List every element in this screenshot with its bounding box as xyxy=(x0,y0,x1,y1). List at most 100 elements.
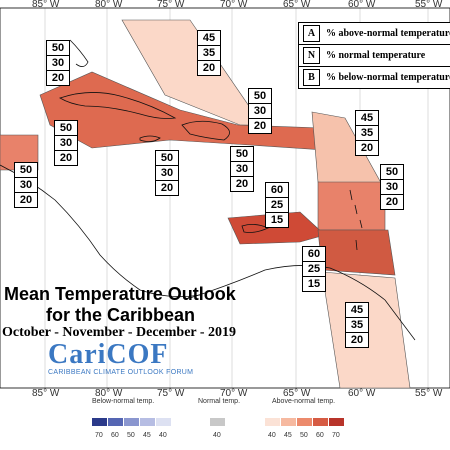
legend-swatch-below xyxy=(124,418,139,426)
zone-belize xyxy=(0,134,39,171)
lon-label-bottom: 65° W xyxy=(283,388,311,399)
normal-value: 30 xyxy=(47,56,69,71)
legend-normal-label: Normal temp. xyxy=(198,398,241,405)
key-letter: N xyxy=(303,47,320,64)
legend-swatch-below xyxy=(92,418,107,426)
lon-label-bottom: 80° W xyxy=(95,388,123,399)
forecast-box-jamaica: 50 30 20 xyxy=(155,150,179,196)
legend-swatch-normal xyxy=(210,418,225,426)
below-value: 20 xyxy=(350,334,364,346)
above-value: 50 xyxy=(47,41,69,56)
above-value: 50 xyxy=(55,121,77,136)
lon-label-top: 60° W xyxy=(348,0,376,10)
key-text: % below-normal temperature xyxy=(326,72,450,83)
probability-key: A % above-normal temperature N % normal … xyxy=(298,22,450,89)
forecast-box-bahamas: 45 35 20 xyxy=(197,30,221,76)
normal-value: 35 xyxy=(346,318,368,333)
lon-label-top: 75° W xyxy=(157,0,185,10)
forecast-box-eastern-caribbean: 50 30 20 xyxy=(380,164,404,210)
hispaniola-coast xyxy=(181,120,230,141)
key-text: % normal temperature xyxy=(326,50,426,61)
below-value: 20 xyxy=(360,142,374,154)
legend-swatch-below xyxy=(156,418,171,426)
forecast-box-trinidad: 60 25 15 xyxy=(302,246,326,292)
above-value: 50 xyxy=(231,147,253,162)
below-value: 20 xyxy=(202,62,216,74)
normal-value: 30 xyxy=(55,136,77,151)
normal-value: 35 xyxy=(356,126,378,141)
legend-tick-above: 60 xyxy=(316,432,324,439)
legend-below-label: Below-normal temp. xyxy=(92,398,155,405)
above-value: 45 xyxy=(356,111,378,126)
forecast-box-northern-leeward: 45 35 20 xyxy=(355,110,379,156)
legend-tick-above: 40 xyxy=(268,432,276,439)
normal-value: 35 xyxy=(198,46,220,61)
forecast-box-cayman: 50 30 20 xyxy=(54,120,78,166)
forecast-box-cuba: 50 30 20 xyxy=(46,40,70,86)
legend-tick-normal: 40 xyxy=(213,432,221,439)
legend-tick-above: 45 xyxy=(284,432,292,439)
key-letter: A xyxy=(303,25,320,42)
legend-tick-above: 70 xyxy=(332,432,340,439)
below-value: 20 xyxy=(51,72,65,84)
lon-label-top: 80° W xyxy=(95,0,123,10)
cuba-coast xyxy=(59,92,177,119)
normal-value: 30 xyxy=(15,178,37,193)
normal-value: 30 xyxy=(231,162,253,177)
below-value: 20 xyxy=(19,194,33,206)
lon-label-top: 65° W xyxy=(283,0,311,10)
caricof-logo: CariCOF xyxy=(48,339,169,370)
above-value: 50 xyxy=(15,163,37,178)
legend-swatch-below xyxy=(108,418,123,426)
map-subtitle: for the Caribbean xyxy=(46,305,196,325)
lon-label-bottom: 85° W xyxy=(32,388,60,399)
above-value: 60 xyxy=(303,247,325,262)
legend-tick-below: 50 xyxy=(127,432,135,439)
forecast-box-turks-caicos: 50 30 20 xyxy=(248,88,272,134)
below-value: 20 xyxy=(253,120,267,132)
below-value: 20 xyxy=(160,182,174,194)
caricof-tagline: CARIBBEAN CLIMATE OUTLOOK FORUM xyxy=(48,369,194,376)
below-value: 15 xyxy=(270,214,284,226)
lon-label-bottom: 75° W xyxy=(157,388,185,399)
legend-tick-below: 40 xyxy=(159,432,167,439)
legend-tick-below: 70 xyxy=(95,432,103,439)
normal-value: 25 xyxy=(303,262,325,277)
below-value: 15 xyxy=(307,278,321,290)
above-value: 50 xyxy=(156,151,178,166)
forecast-box-guianas: 45 35 20 xyxy=(345,302,369,348)
forecast-box-hispaniola: 50 30 20 xyxy=(230,146,254,192)
key-text: % above-normal temperature xyxy=(326,28,450,39)
normal-value: 30 xyxy=(381,180,403,195)
lon-label-top: 55° W xyxy=(415,0,443,10)
florida-coast xyxy=(69,39,89,67)
key-row-normal: N % normal temperature xyxy=(299,45,450,67)
map-frame xyxy=(0,7,450,389)
legend-tick-below: 45 xyxy=(143,432,151,439)
map-title: Mean Temperature Outlook xyxy=(4,284,236,304)
normal-value: 30 xyxy=(249,104,271,119)
legend-swatch-above xyxy=(297,418,312,426)
lesser-antilles-chain xyxy=(349,189,363,251)
legend-tick-above: 50 xyxy=(300,432,308,439)
above-value: 50 xyxy=(249,89,271,104)
legend-swatch-above xyxy=(313,418,328,426)
south-america-coast xyxy=(189,265,416,341)
legend-swatch-below xyxy=(140,418,155,426)
below-value: 20 xyxy=(235,178,249,190)
forecast-box-puerto-rico: 60 25 15 xyxy=(265,182,289,228)
legend-swatch-above xyxy=(265,418,280,426)
lon-label-bottom: 70° W xyxy=(220,388,248,399)
above-value: 60 xyxy=(266,183,288,198)
forecast-box-belize: 50 30 20 xyxy=(14,162,38,208)
lon-label-top: 70° W xyxy=(220,0,248,10)
below-value: 20 xyxy=(385,196,399,208)
season-label: October - November - December - 2019 xyxy=(2,325,237,340)
legend-above-label: Above-normal temp. xyxy=(272,398,336,405)
key-row-above: A % above-normal temperature xyxy=(299,23,450,45)
lon-label-top: 85° W xyxy=(32,0,60,10)
legend-swatch-above xyxy=(329,418,344,426)
puerto-rico-coast xyxy=(241,224,269,233)
key-letter: B xyxy=(303,69,320,86)
normal-value: 30 xyxy=(156,166,178,181)
